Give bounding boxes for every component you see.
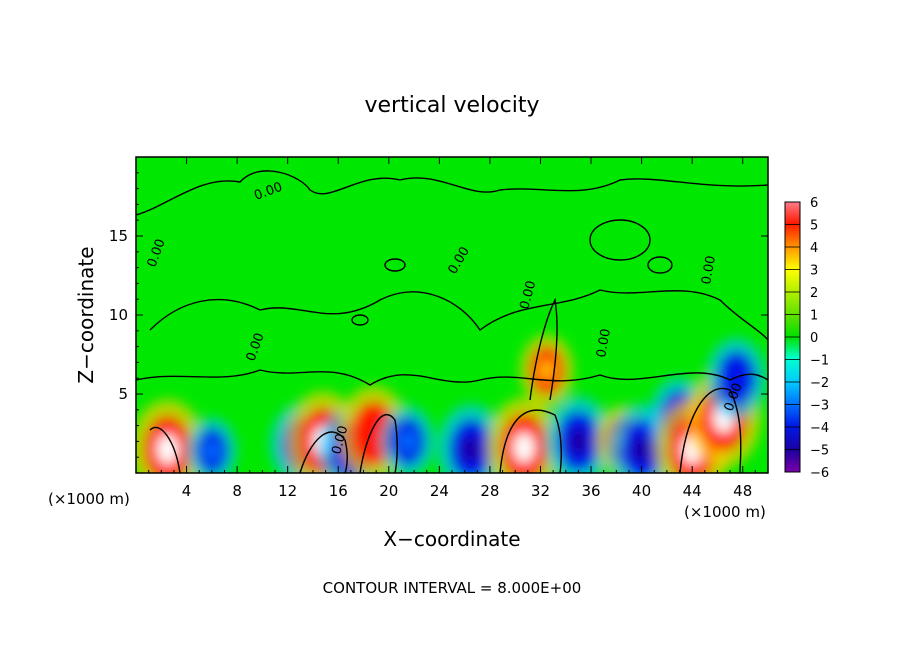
x-tick-label: 28 [480,482,499,500]
contour-label: 0.00 [699,255,719,286]
contour-label: 0.00 [517,279,539,311]
x-tick-label: 16 [329,482,348,500]
y-tick-label: 15 [109,227,128,245]
colorbar-ticks: 6 5 4 3 2 1 0 −1 −2 −3 −4 −5 −6 [785,196,829,481]
velocity-core [363,419,384,448]
contour-interval-note: CONTOUR INTERVAL = 8.000E+00 [323,579,582,597]
colorbar-tick-label: −5 [810,444,829,459]
x-tick-label: 12 [278,482,297,500]
velocity-field [136,334,767,473]
colorbar-tick-label: −2 [810,376,829,391]
colorbar-tick-label: 2 [810,286,818,301]
velocity-core [204,440,219,461]
contour-lines [136,170,768,473]
y-axis-label: Z−coordinate [74,246,98,383]
contour-label: 0.00 [329,424,351,456]
velocity-core [461,435,481,463]
velocity-core [157,434,179,465]
colorbar-tick-label: 5 [810,219,818,234]
colorbar: 6 5 4 3 2 1 0 −1 −2 −3 −4 −5 −6 [784,196,829,481]
x-axis-unit-left: (×1000 m) [48,490,130,508]
x-tick-label: 4 [182,482,192,500]
chart-title: vertical velocity [364,93,539,118]
velocity-core [539,359,555,381]
colorbar-tick-label: 3 [810,264,818,279]
velocity-core [400,430,416,453]
plot-area: 0.00 0.00 0.00 0.00 0.00 0.00 0.00 0.00 … [109,156,769,500]
colorbar-tick-label: 4 [810,241,818,256]
contour-label: 0.00 [594,328,614,359]
colorbar-tick-label: 1 [810,309,818,324]
velocity-core [568,427,588,455]
y-tick-label: 10 [109,306,128,324]
velocity-core [727,366,745,391]
x-tick-label: 20 [379,482,398,500]
colorbar-tick-label: −3 [810,399,829,414]
colorbar-tick-label: −6 [810,466,829,481]
velocity-core [632,435,652,463]
x-tick-label: 48 [733,482,752,500]
colorbar-tick-label: −1 [810,354,829,369]
y-tick-label: 5 [118,385,128,403]
x-tick-label: 44 [683,482,702,500]
x-tick-label: 24 [430,482,449,500]
x-tick-label: 36 [581,482,600,500]
colorbar-tick-label: 0 [810,331,818,346]
x-axis-unit-right: (×1000 m) [684,503,766,521]
velocity-core [513,432,535,463]
colorbar-tick-label: 6 [810,196,818,211]
colorbar-tick-label: −4 [810,421,829,436]
x-tick-label: 40 [632,482,651,500]
x-tick-label: 8 [232,482,242,500]
x-axis-label: X−coordinate [383,527,520,551]
x-tick-label: 32 [531,482,550,500]
